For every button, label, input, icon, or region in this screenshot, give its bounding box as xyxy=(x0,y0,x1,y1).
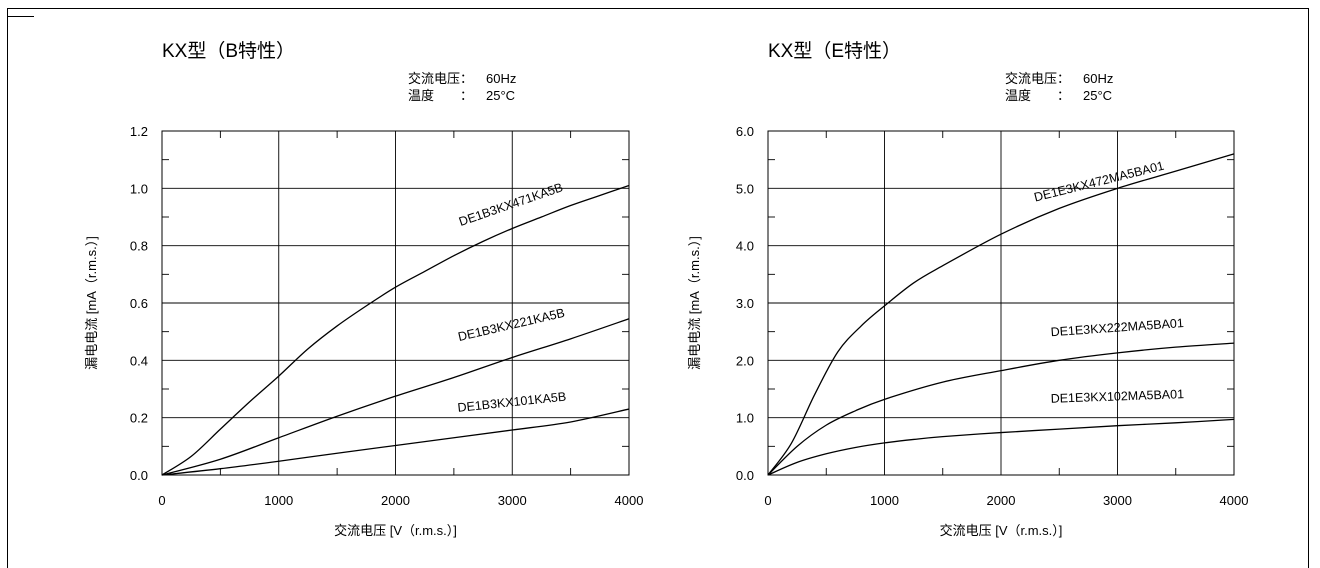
x-tick-label: 2000 xyxy=(381,493,410,508)
x-tick-label: 3000 xyxy=(498,493,527,508)
y-axis-label: 漏电电流 [mA（r.m.s.）] xyxy=(687,236,702,370)
plot-area-frame xyxy=(161,130,630,476)
chart-title: KX型（E特性） xyxy=(768,40,901,62)
condition-value: 60Hz xyxy=(486,71,516,86)
series-line-2 xyxy=(767,342,1235,476)
y-axis-label: 漏电电流 [mA（r.m.s.）] xyxy=(84,236,99,370)
plot-area-frame xyxy=(767,130,1235,476)
y-tick-label: 0.0 xyxy=(130,468,148,483)
series-line-3 xyxy=(161,408,630,476)
x-tick-label: 4000 xyxy=(1220,493,1249,508)
series-line-1 xyxy=(767,153,1235,476)
x-tick-label: 0 xyxy=(764,493,771,508)
condition-label: 温度 ： xyxy=(1005,88,1070,103)
x-axis-label: 交流电压 [V（r.m.s.）] xyxy=(334,523,457,538)
y-tick-label: 3.0 xyxy=(736,296,754,311)
y-tick-label: 1.0 xyxy=(736,411,754,426)
y-tick-label: 0.0 xyxy=(736,468,754,483)
condition-label: 温度 ： xyxy=(408,88,473,103)
condition-label: 交流电压： xyxy=(408,71,473,86)
series-label: DE1B3KX221KA5B xyxy=(457,306,566,344)
y-tick-label: 0.6 xyxy=(130,296,148,311)
condition-value: 60Hz xyxy=(1083,71,1113,86)
condition-value: 25°C xyxy=(486,88,515,103)
series-label: DE1E3KX102MA5BA01 xyxy=(1050,387,1184,406)
series-label: DE1B3KX471KA5B xyxy=(457,180,565,229)
series-line-3 xyxy=(767,418,1235,476)
x-tick-label: 4000 xyxy=(615,493,644,508)
x-tick-label: 0 xyxy=(158,493,165,508)
chart-2: KX型（E特性） 交流电压： 60Hz 温度 ： 25°C 0 1000 2000 3000 40… xyxy=(687,40,1248,538)
condition-label: 交流电压： xyxy=(1005,71,1070,86)
series-label: DE1E3KX472MA5BA01 xyxy=(1033,159,1166,205)
y-tick-label: 2.0 xyxy=(736,353,754,368)
x-tick-label: 3000 xyxy=(1103,493,1132,508)
y-tick-label: 0.4 xyxy=(130,353,148,368)
series-line-2 xyxy=(161,318,630,476)
series-line-1 xyxy=(161,184,630,476)
x-axis-label: 交流电压 [V（r.m.s.）] xyxy=(940,523,1063,538)
corner-mark xyxy=(8,9,34,17)
chart-title: KX型（B特性） xyxy=(162,40,295,62)
y-tick-label: 5.0 xyxy=(736,181,754,196)
y-tick-label: 0.8 xyxy=(130,239,148,254)
condition-value: 25°C xyxy=(1083,88,1112,103)
y-tick-label: 0.2 xyxy=(130,411,148,426)
y-tick-label: 6.0 xyxy=(736,124,754,139)
y-tick-label: 4.0 xyxy=(736,239,754,254)
y-tick-label: 1.0 xyxy=(130,181,148,196)
figure-frame xyxy=(7,8,1309,568)
x-tick-label: 1000 xyxy=(870,493,899,508)
x-tick-label: 2000 xyxy=(987,493,1016,508)
y-tick-label: 1.2 xyxy=(130,124,148,139)
x-tick-label: 1000 xyxy=(264,493,293,508)
gridlines xyxy=(162,131,629,475)
chart-1: KX型（B特性） 交流电压： 60Hz 温度 ： 25°C 0 1000 2000 3000 40… xyxy=(84,40,643,538)
